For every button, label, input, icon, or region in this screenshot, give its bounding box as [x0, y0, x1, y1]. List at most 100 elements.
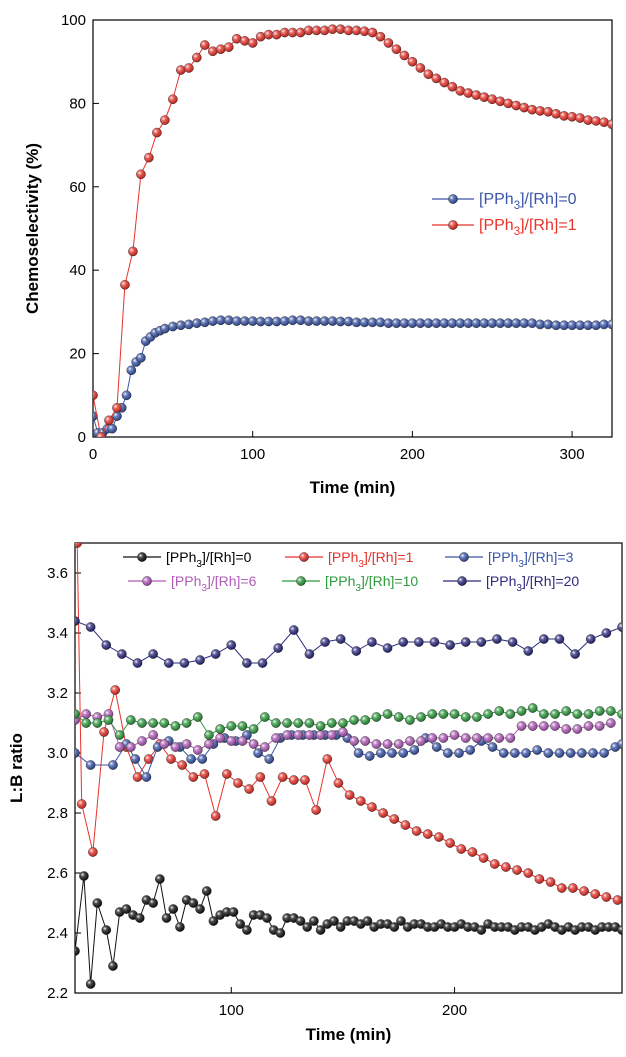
data-point [519, 102, 529, 113]
data-point [253, 748, 263, 758]
data-point-shine [107, 424, 117, 434]
data-point [159, 718, 170, 728]
data-point [545, 877, 556, 887]
data-point [233, 778, 243, 788]
data-point [215, 44, 226, 54]
legend-marker [296, 576, 306, 586]
data-point-shine [409, 919, 419, 929]
data-point [148, 649, 158, 659]
data-point [112, 403, 122, 413]
data-point [492, 634, 502, 644]
data-point-shine [561, 706, 571, 716]
data-point-shine [510, 748, 520, 758]
data-point [527, 104, 537, 115]
data-point-shine [434, 832, 444, 842]
data-point-shine [461, 712, 471, 722]
data-point [434, 832, 444, 842]
data-point [583, 721, 594, 731]
data-point [271, 733, 281, 743]
data-point-shine [248, 38, 258, 48]
data-point-shine [527, 318, 537, 328]
data-point-shine [311, 316, 322, 326]
data-point [248, 910, 259, 920]
data-point [449, 730, 460, 740]
data-point [472, 712, 482, 722]
data-point [527, 721, 538, 731]
data-point-shine [583, 115, 593, 125]
data-point-shine [367, 637, 377, 647]
data-point [295, 916, 306, 926]
data-point-shine [216, 44, 226, 54]
data-point-shine [179, 658, 189, 668]
data-point-shine [429, 637, 440, 647]
data-point [554, 634, 565, 644]
data-point-shine [211, 649, 221, 659]
lb-ratio-chart: 100 200 2.2 2.4 2.6 2.8 3.0 3.2 3.4 3.6 Time (min)… [7, 542, 623, 1044]
data-point-shine [92, 718, 102, 728]
data-point [179, 658, 190, 668]
data-point [237, 736, 248, 746]
data-point-shine [188, 772, 198, 782]
data-point-shine [490, 859, 500, 869]
data-point-shine [539, 721, 549, 731]
data-point [132, 772, 143, 782]
data-point [601, 892, 612, 902]
data-point-shine [155, 874, 165, 884]
data-point [104, 415, 114, 426]
data-point [160, 115, 170, 125]
data-point [215, 724, 225, 734]
data-point [271, 29, 282, 40]
data-point [416, 712, 426, 722]
data-point-shine [278, 772, 288, 782]
data-point [351, 25, 362, 36]
data-point-shine [438, 733, 448, 743]
data-point-shine [208, 916, 219, 926]
data-point-shine [342, 916, 352, 926]
legend-label: [PPh3]/[Rh]=1 [328, 549, 414, 570]
data-point-shine [396, 916, 406, 926]
data-point-shine [471, 90, 481, 100]
data-point-shine [152, 127, 162, 138]
data-point-shine [200, 40, 210, 50]
data-point-shine [327, 316, 338, 326]
data-point-shine [382, 643, 393, 653]
y-tick-label: 40 [69, 262, 86, 279]
data-point [575, 113, 585, 123]
data-point-shine [550, 721, 560, 731]
data-point-shine [304, 649, 315, 659]
legend-label: [PPh3]/[Rh]=0 [166, 549, 252, 570]
data-point-shine [516, 721, 527, 731]
data-point [277, 772, 288, 782]
data-point-shine [159, 718, 169, 728]
data-point [132, 658, 143, 668]
data-point [367, 27, 378, 38]
data-point [505, 733, 516, 743]
data-point-shine [362, 916, 373, 926]
data-point [114, 742, 125, 752]
x-tick-label: 100 [219, 1002, 244, 1019]
data-point [343, 25, 354, 36]
data-point [85, 622, 96, 632]
data-point [487, 742, 498, 752]
data-point-shine [255, 772, 265, 782]
data-point [303, 25, 314, 36]
data-point-shine [249, 739, 259, 749]
data-point [445, 640, 455, 650]
data-point-shine [595, 721, 605, 731]
data-point [304, 730, 315, 740]
data-point-shine [304, 730, 315, 740]
data-point-shine [222, 769, 232, 779]
data-point [247, 38, 258, 48]
data-point-shine [519, 102, 529, 113]
data-point [607, 319, 612, 330]
data-point-shine [423, 69, 433, 79]
data-point-shine [601, 628, 611, 638]
data-point-shine [182, 718, 192, 728]
data-point [423, 318, 434, 328]
legend-label: [PPh3]/[Rh]=1 [479, 217, 577, 238]
data-point-shine [282, 730, 292, 740]
data-point [191, 52, 202, 63]
data-point-shine [351, 646, 361, 656]
data-point-shine [575, 320, 585, 330]
data-point-shine [447, 318, 457, 328]
